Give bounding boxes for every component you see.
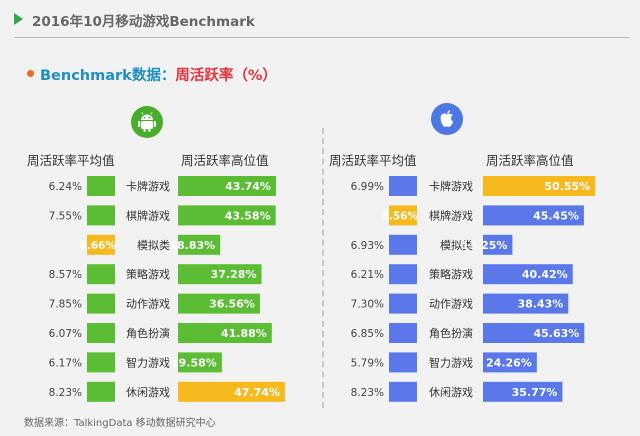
android-avg-value-label: 6.17%: [49, 357, 82, 369]
android-high-bar: [178, 264, 262, 285]
ios-high-value-label: 50.55%: [544, 180, 590, 193]
android-high-bar: [178, 381, 285, 402]
ios-avg-bar: [389, 352, 417, 373]
android-high-value-label: 47.74%: [234, 386, 280, 399]
ios-high-value-label: 45.63%: [533, 327, 579, 340]
android-high-bar: [178, 234, 221, 255]
ios-high-bar: [483, 352, 537, 373]
ios-avg-bar: [389, 381, 417, 402]
ios-avg-bar: [389, 293, 417, 314]
android-high-value-label: 18.83%: [169, 239, 215, 252]
ios-avg-value-label: 6.85%: [351, 328, 384, 340]
page-title: 2016年10月移动游戏Benchmark: [32, 14, 255, 30]
android-avg-bar: [87, 264, 115, 285]
ios-avg-value-label: 6.99%: [351, 181, 384, 193]
android-high-value-label: 19.58%: [171, 356, 217, 369]
ios-high-bar: [483, 205, 584, 226]
ios-high-bar: [483, 381, 563, 402]
android-category-label: 棋牌游戏: [126, 208, 170, 222]
android-high-value-label: 36.56%: [209, 298, 255, 311]
ios-high-value-label: 45.45%: [533, 209, 579, 222]
play-triangle-icon: [14, 13, 23, 25]
ios-category-label: 模拟类: [440, 238, 473, 252]
android-category-label: 策略游戏: [126, 267, 170, 281]
android-category-label: 模拟类: [137, 238, 170, 252]
heading-metric: 周活跃率（%）: [175, 68, 277, 84]
ios-high-value-label: 13.25%: [462, 239, 508, 252]
ios-high-bar: [483, 323, 585, 343]
android-avg-value-label: 7.85%: [49, 299, 82, 311]
apple-icon: [431, 103, 463, 135]
ios-avg-column-label: 周活跃率平均值: [329, 153, 417, 168]
ios-category-label: 策略游戏: [429, 267, 473, 281]
ios-category-label: 角色扮演: [429, 326, 473, 340]
android-high-bar: [178, 176, 276, 196]
ios-avg-bar: [389, 205, 417, 226]
android-icon: [131, 106, 163, 138]
android-avg-value-label: 8.66%: [80, 240, 117, 252]
ios-avg-bar: [389, 264, 417, 285]
ios-category-label: 智力游戏: [429, 355, 473, 369]
bullet-dot-icon: [27, 70, 34, 77]
ios-high-value-label: 35.77%: [512, 386, 558, 399]
ios-high-bar: [483, 234, 513, 255]
ios-avg-value-label: 8.23%: [351, 387, 384, 399]
android-high-value-label: 43.74%: [225, 180, 271, 193]
header-rule: [14, 37, 630, 38]
android-high-value-label: 43.58%: [225, 209, 271, 222]
android-high-bar: [178, 205, 276, 226]
ios-avg-value-label: 8.56%: [382, 210, 419, 222]
ios-high-column-label: 周活跃率高位值: [486, 153, 574, 168]
android-avg-column-label: 周活跃率平均值: [27, 153, 115, 168]
android-high-value-label: 41.88%: [221, 327, 267, 340]
android-high-value-label: 37.28%: [211, 268, 257, 281]
ios-avg-value-label: 6.93%: [351, 240, 384, 252]
android-avg-bar: [87, 205, 115, 226]
ios-avg-bar: [389, 234, 417, 255]
ios-avg-bar: [389, 323, 417, 343]
ios-avg-value-label: 7.30%: [351, 299, 384, 311]
android-high-bar: [178, 352, 222, 373]
ios-high-value-label: 38.43%: [517, 298, 563, 311]
source-note: 数据来源：TalkingData 移动数据研究中心: [24, 418, 216, 429]
android-avg-value-label: 8.57%: [49, 269, 82, 281]
android-avg-bar: [87, 323, 115, 343]
ios-category-label: 棋牌游戏: [429, 208, 473, 222]
ios-high-value-label: 24.26%: [486, 356, 532, 369]
android-avg-value-label: 6.07%: [49, 328, 82, 340]
header: 2016年10月移动游戏Benchmark: [0, 0, 640, 38]
ios-category-label: 动作游戏: [429, 298, 473, 311]
ios-high-bar: [483, 264, 573, 285]
android-avg-bar: [87, 234, 115, 255]
android-avg-bar: [87, 381, 115, 402]
android-high-column-label: 周活跃率高位值: [181, 153, 269, 168]
panel-divider: [322, 128, 324, 408]
android-avg-bar: [87, 352, 115, 373]
android-category-label: 角色扮演: [126, 326, 170, 340]
android-category-label: 卡牌游戏: [126, 179, 170, 193]
android-avg-value-label: 8.23%: [49, 387, 82, 399]
ios-high-bar: [483, 293, 569, 314]
ios-avg-value-label: 6.21%: [351, 269, 384, 281]
ios-avg-bar: [389, 176, 417, 196]
android-high-bar: [178, 293, 260, 314]
ios-avg-value-label: 5.79%: [351, 357, 384, 369]
ios-category-label: 卡牌游戏: [429, 179, 473, 193]
android-category-label: 智力游戏: [126, 355, 170, 369]
android-avg-bar: [87, 293, 115, 314]
ios-high-bar: [483, 176, 596, 196]
ios-category-label: 休闲游戏: [429, 385, 473, 399]
android-avg-bar: [87, 176, 115, 196]
android-avg-value-label: 7.55%: [49, 210, 82, 222]
ios-high-value-label: 40.42%: [522, 268, 568, 281]
android-category-label: 休闲游戏: [126, 385, 170, 399]
android-avg-value-label: 6.24%: [49, 181, 82, 193]
heading-prefix: Benchmark数据：: [40, 68, 176, 84]
android-high-bar: [178, 323, 272, 343]
android-category-label: 动作游戏: [126, 298, 170, 311]
